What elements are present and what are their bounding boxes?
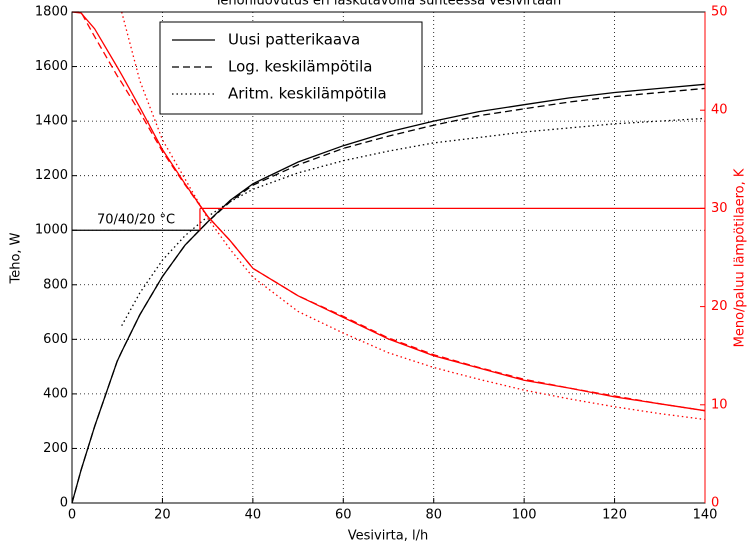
chart-title: Tehonluovutus eri laskutavoilla suhteess…: [214, 0, 562, 9]
y2-tick-label: 40: [711, 103, 728, 118]
x-tick-label: 40: [245, 508, 262, 523]
series-line: [71, 87, 706, 504]
legend-box: [159, 21, 423, 115]
x-tick-label: 0: [68, 508, 76, 523]
x-tick-label: 60: [335, 508, 352, 523]
y-tick-label: 600: [43, 332, 68, 347]
y-tick-label: 800: [43, 277, 68, 292]
x-tick-label: 80: [425, 508, 442, 523]
y-tick-label: 1000: [35, 223, 68, 238]
y2-tick-label: 30: [711, 201, 728, 216]
y-tick-label: 0: [60, 496, 68, 511]
x-tick-label: 120: [602, 508, 627, 523]
y2-tick-label: 50: [711, 5, 728, 20]
y-axis-label: Teho, W: [9, 232, 24, 284]
reference-label: 70/40/20 °C: [97, 213, 175, 228]
series-line: [121, 11, 706, 421]
x-tick-label: 100: [512, 508, 537, 523]
x-tick-label: 20: [154, 508, 171, 523]
y2-axis-label: Meno/paluu lämpötilaero, K: [733, 168, 748, 347]
legend-label: Aritm. keskilämpötila: [228, 85, 387, 103]
x-tick-label: 140: [693, 508, 718, 523]
y-tick-label: 1200: [35, 168, 68, 183]
series-line: [71, 83, 706, 504]
series-line: [121, 117, 706, 327]
x-axis-label: Vesivirta, l/h: [348, 529, 428, 544]
y-tick-label: 1800: [35, 5, 68, 20]
y-tick-label: 400: [43, 386, 68, 401]
legend-label: Log. keskilämpötila: [228, 58, 372, 76]
series-line: [72, 11, 706, 412]
y2-tick-label: 20: [711, 299, 728, 314]
y-tick-label: 200: [43, 441, 68, 456]
y2-tick-label: 10: [711, 397, 728, 412]
y2-tick-label: 0: [711, 496, 719, 511]
y-tick-label: 1400: [35, 114, 68, 129]
y-tick-label: 1600: [35, 59, 68, 74]
legend-label: Uusi patterikaava: [228, 31, 360, 49]
